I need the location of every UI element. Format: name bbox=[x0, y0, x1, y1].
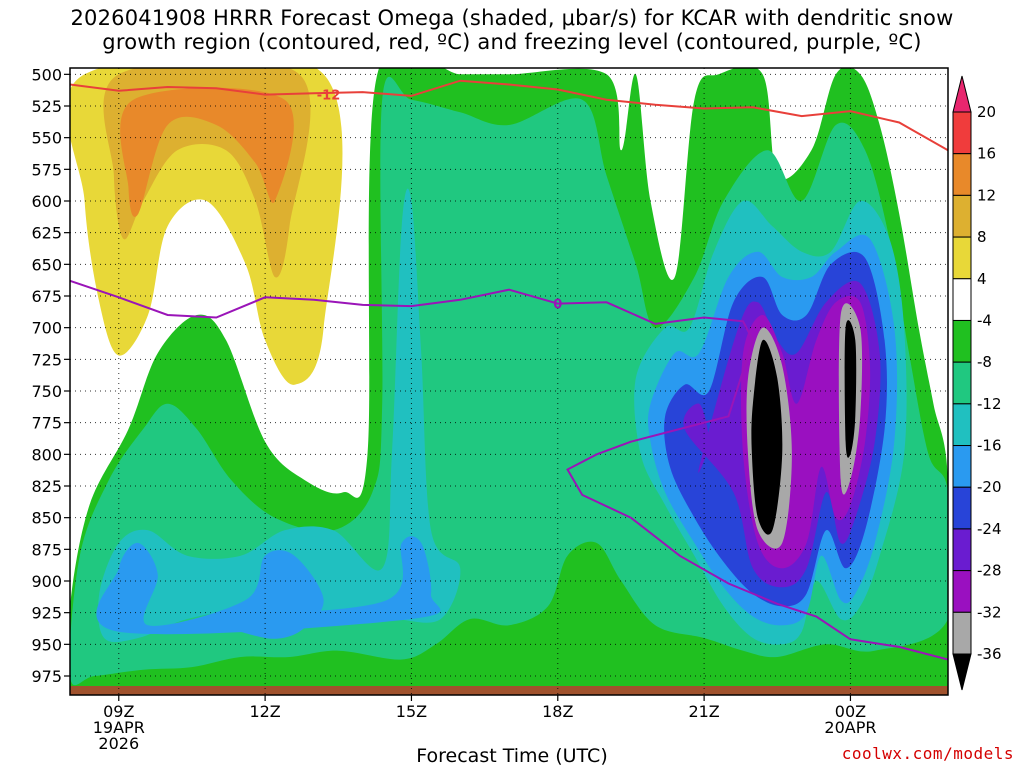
colorbar-bottom-arrow bbox=[952, 653, 972, 691]
x-tick-date-label: 19APR bbox=[93, 718, 145, 737]
chart-title-line-2: growth region (contoured, red, ºC) and f… bbox=[102, 30, 922, 54]
x-tick-label: 00Z bbox=[835, 702, 866, 721]
colorbar-band bbox=[952, 570, 972, 613]
colorbar-band bbox=[952, 111, 972, 155]
x-tick-label: 12Z bbox=[249, 702, 280, 721]
y-tick-label: 775 bbox=[31, 414, 62, 433]
colorbar-label: 12 bbox=[977, 186, 996, 204]
ground-surface-bar bbox=[70, 686, 948, 695]
y-tick-label: 825 bbox=[31, 477, 62, 496]
colorbar-band bbox=[952, 278, 972, 321]
y-tick-label: 850 bbox=[31, 509, 62, 528]
x-tick-label: 09Z bbox=[103, 702, 134, 721]
colorbar-band bbox=[952, 486, 972, 530]
y-tick-label: 950 bbox=[31, 635, 62, 654]
colorbar-band bbox=[952, 611, 972, 655]
y-tick-label: 500 bbox=[31, 65, 62, 84]
freezing-contour-label: 0 bbox=[553, 298, 562, 313]
x-tick-date-label: 20APR bbox=[824, 718, 876, 737]
y-tick-label: 875 bbox=[31, 540, 62, 559]
x-tick-label: 21Z bbox=[688, 702, 719, 721]
y-tick-label: 625 bbox=[31, 224, 62, 243]
y-tick-label: 800 bbox=[31, 445, 62, 464]
colorbar-label: -24 bbox=[977, 520, 1002, 538]
chart-title: 2026041908 HRRR Forecast Omega (shaded, … bbox=[0, 6, 1024, 54]
colorbar-band bbox=[952, 445, 972, 488]
chart-title-line-1: 2026041908 HRRR Forecast Omega (shaded, … bbox=[70, 6, 954, 30]
credit-link[interactable]: coolwx.com/models bbox=[841, 744, 1014, 763]
y-tick-label: 750 bbox=[31, 382, 62, 401]
y-tick-label: 925 bbox=[31, 604, 62, 623]
y-tick-label: 675 bbox=[31, 287, 62, 306]
x-tick-date-label: 2026 bbox=[98, 734, 139, 753]
y-tick-label: 550 bbox=[31, 129, 62, 148]
y-tick-label: 650 bbox=[31, 255, 62, 274]
colorbar-label: -4 bbox=[977, 311, 992, 329]
colorbar-band bbox=[952, 403, 972, 447]
y-tick-label: 525 bbox=[31, 97, 62, 116]
colorbar-band bbox=[952, 153, 972, 196]
y-tick-label: 975 bbox=[31, 667, 62, 686]
dgz-contour-label: -12 bbox=[317, 89, 341, 104]
omega-shade-level-12-2-0 bbox=[120, 87, 294, 217]
y-tick-label: 700 bbox=[31, 319, 62, 338]
y-tick-label: 575 bbox=[31, 160, 62, 179]
colorbar-band bbox=[952, 319, 972, 363]
colorbar-label: 20 bbox=[977, 103, 996, 121]
x-tick-label: 15Z bbox=[396, 702, 427, 721]
y-tick-label: 600 bbox=[31, 192, 62, 211]
colorbar: 20 16 12 8 4 -4 -8 -12 -16 -20 -24 -28 -32 -36 bbox=[952, 75, 1002, 691]
x-axis-title: Forecast Time (UTC) bbox=[416, 745, 608, 767]
omega-shade-level-neg16-6-0 bbox=[96, 536, 441, 639]
colorbar-label: -32 bbox=[977, 603, 1002, 621]
colorbar-band bbox=[952, 361, 972, 405]
colorbar-label: -16 bbox=[977, 437, 1002, 455]
x-tick-label: 18Z bbox=[542, 702, 573, 721]
shaded-field bbox=[70, 68, 948, 695]
colorbar-label: 8 bbox=[977, 228, 987, 246]
colorbar-label: 16 bbox=[977, 145, 996, 163]
colorbar-top-arrow bbox=[952, 75, 972, 113]
freezing-level-contour bbox=[70, 279, 948, 661]
colorbar-label: 4 bbox=[977, 270, 987, 288]
colorbar-band bbox=[952, 528, 972, 572]
colorbar-label: -8 bbox=[977, 353, 992, 371]
colorbar-label: -36 bbox=[977, 645, 1002, 663]
colorbar-band bbox=[952, 194, 972, 238]
plot-frame bbox=[69, 67, 949, 696]
dgz-minus-12-contour bbox=[70, 79, 948, 152]
colorbar-band bbox=[952, 236, 972, 280]
omega-shade-level-neg36-13-0 bbox=[751, 339, 783, 535]
colorbar-label: -20 bbox=[977, 478, 1002, 496]
y-tick-label: 900 bbox=[31, 572, 62, 591]
colorbar-label: -12 bbox=[977, 395, 1002, 413]
colorbar-label: -28 bbox=[977, 562, 1002, 580]
y-tick-label: 725 bbox=[31, 350, 62, 369]
